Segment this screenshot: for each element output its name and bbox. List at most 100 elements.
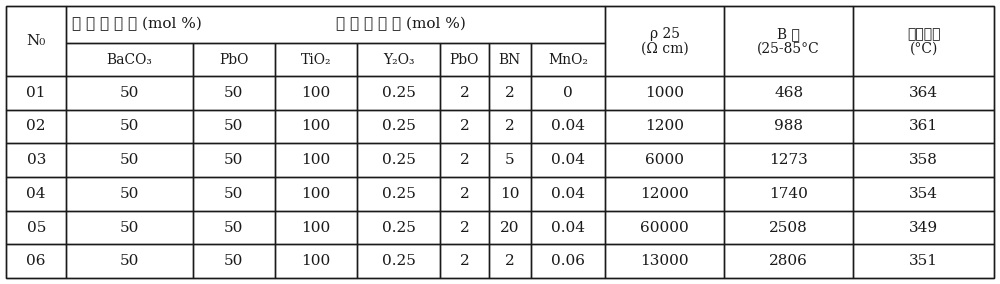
Text: 20: 20: [500, 220, 520, 235]
Bar: [357, 143, 440, 177]
Text: 50: 50: [224, 187, 243, 201]
Text: 50: 50: [224, 254, 243, 268]
Bar: [193, 211, 275, 244]
Bar: [724, 110, 853, 143]
Bar: [440, 76, 489, 110]
Text: 361: 361: [909, 120, 938, 133]
Bar: [275, 43, 357, 76]
Text: MnO₂: MnO₂: [548, 53, 588, 66]
Bar: [531, 143, 605, 177]
Bar: [724, 244, 853, 278]
Bar: [66, 177, 193, 211]
Bar: [605, 76, 724, 110]
Bar: [193, 76, 275, 110]
Bar: [489, 110, 531, 143]
Bar: [853, 244, 994, 278]
Bar: [489, 143, 531, 177]
Bar: [275, 177, 357, 211]
Text: 2: 2: [459, 86, 469, 100]
Text: 349: 349: [909, 220, 938, 235]
Text: 1273: 1273: [769, 153, 808, 167]
Bar: [193, 110, 275, 143]
Bar: [724, 177, 853, 211]
Bar: [193, 177, 275, 211]
Text: 1740: 1740: [769, 187, 808, 201]
Bar: [605, 110, 724, 143]
Bar: [6, 211, 66, 244]
Bar: [193, 43, 275, 76]
Text: 0.25: 0.25: [382, 86, 415, 100]
Text: (Ω cm): (Ω cm): [641, 42, 689, 56]
Bar: [440, 211, 489, 244]
Text: B 値: B 値: [777, 27, 800, 41]
Text: 2508: 2508: [769, 220, 808, 235]
Text: 13000: 13000: [640, 254, 689, 268]
Text: 100: 100: [301, 120, 331, 133]
Text: 50: 50: [120, 120, 139, 133]
Bar: [6, 6, 66, 76]
Text: 2: 2: [505, 120, 515, 133]
Text: 05: 05: [27, 220, 46, 235]
Text: PbO: PbO: [219, 53, 248, 66]
Text: 0.25: 0.25: [382, 187, 415, 201]
Text: 04: 04: [26, 187, 46, 201]
Text: 10: 10: [500, 187, 520, 201]
Bar: [275, 244, 357, 278]
Text: 原 材 料 配 比 (mol %): 原 材 料 配 比 (mol %): [336, 17, 466, 32]
Text: 2: 2: [459, 120, 469, 133]
Bar: [605, 211, 724, 244]
Text: 2: 2: [459, 187, 469, 201]
Text: 1200: 1200: [645, 120, 684, 133]
Text: 358: 358: [909, 153, 938, 167]
Bar: [724, 143, 853, 177]
Text: Y₂O₃: Y₂O₃: [383, 53, 414, 66]
Bar: [440, 143, 489, 177]
Text: BN: BN: [499, 53, 521, 66]
Text: 0.06: 0.06: [551, 254, 585, 268]
Bar: [440, 110, 489, 143]
Text: 12000: 12000: [640, 187, 689, 201]
Bar: [275, 143, 357, 177]
Text: 0.04: 0.04: [551, 120, 585, 133]
Bar: [853, 76, 994, 110]
Bar: [605, 143, 724, 177]
Bar: [853, 110, 994, 143]
Text: 351: 351: [909, 254, 938, 268]
Bar: [531, 76, 605, 110]
Bar: [6, 177, 66, 211]
Bar: [531, 43, 605, 76]
Text: 50: 50: [120, 220, 139, 235]
Bar: [724, 6, 853, 76]
Text: 02: 02: [26, 120, 46, 133]
Text: 2: 2: [459, 220, 469, 235]
Bar: [853, 211, 994, 244]
Text: 01: 01: [26, 86, 46, 100]
Bar: [66, 110, 193, 143]
Bar: [605, 244, 724, 278]
Text: 5: 5: [505, 153, 515, 167]
Text: 2: 2: [459, 153, 469, 167]
Bar: [66, 76, 193, 110]
Bar: [489, 43, 531, 76]
Bar: [66, 43, 193, 76]
Text: 0.25: 0.25: [382, 120, 415, 133]
Text: 50: 50: [224, 153, 243, 167]
Text: 50: 50: [224, 120, 243, 133]
Bar: [853, 6, 994, 76]
Text: 100: 100: [301, 153, 331, 167]
Text: 50: 50: [120, 86, 139, 100]
Text: 2: 2: [505, 254, 515, 268]
Text: 2: 2: [459, 254, 469, 268]
Bar: [66, 244, 193, 278]
Bar: [724, 211, 853, 244]
Bar: [66, 6, 605, 43]
Bar: [531, 110, 605, 143]
Bar: [489, 211, 531, 244]
Text: 0.25: 0.25: [382, 220, 415, 235]
Bar: [440, 43, 489, 76]
Text: 0.04: 0.04: [551, 220, 585, 235]
Text: 06: 06: [26, 254, 46, 268]
Text: BaCO₃: BaCO₃: [107, 53, 152, 66]
Text: 60000: 60000: [640, 220, 689, 235]
Bar: [357, 244, 440, 278]
